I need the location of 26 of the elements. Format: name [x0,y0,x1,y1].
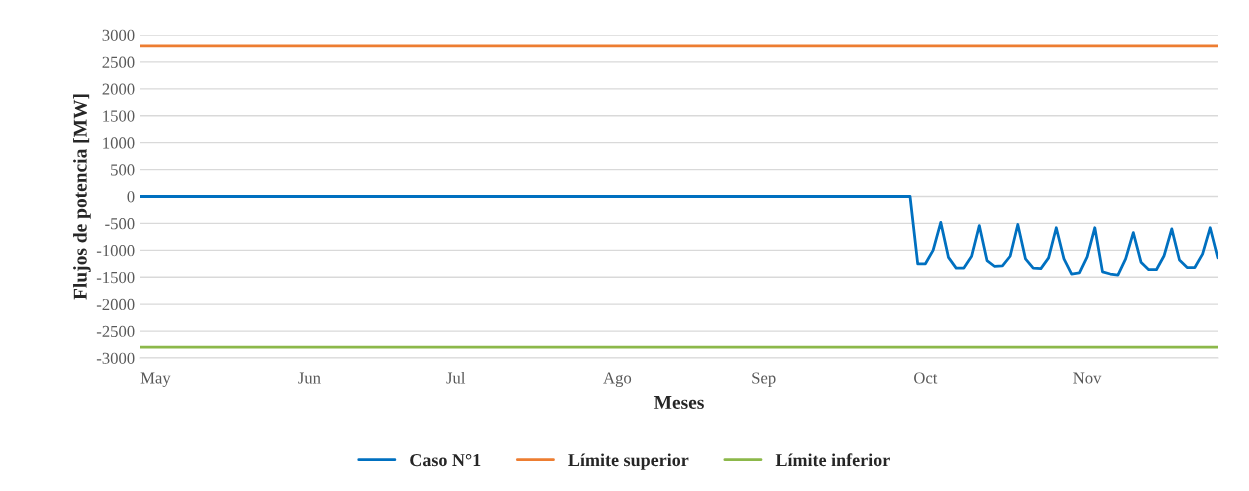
x-tick-label: Jun [298,372,321,384]
x-tick-label: Oct [914,372,938,384]
y-tick-label: 0 [127,191,135,203]
y-tick-label: -1500 [96,271,135,284]
y-tick-label: -3000 [96,352,135,364]
y-axis-title: Flujos de potencia [MW] [73,94,91,300]
legend-label: Límite superior [568,453,689,470]
x-tick-label: Ago [603,372,632,387]
legend-label: Límite inferior [775,453,890,467]
y-tick-label: -2000 [96,298,135,311]
x-tick-label: Jul [446,371,466,384]
y-tick-label: 500 [111,164,135,176]
x-tick-label: Nov [1073,372,1102,384]
y-tick-label: 3000 [102,29,135,41]
y-tick-label: -500 [105,218,135,230]
y-tick-label: 2500 [102,56,135,68]
legend-label: Caso N°1 [410,453,481,467]
y-tick-label: -1000 [96,245,135,257]
y-tick-label: 1000 [103,137,135,149]
x-tick-label: Sep [752,372,776,387]
x-axis-title: Meses [653,396,704,410]
x-tick-label: May [140,372,171,387]
line-series [140,195,1218,277]
y-tick-label: -2500 [96,325,135,338]
y-tick-label: 2000 [102,83,135,95]
y-tick-label: 1500 [103,110,135,122]
